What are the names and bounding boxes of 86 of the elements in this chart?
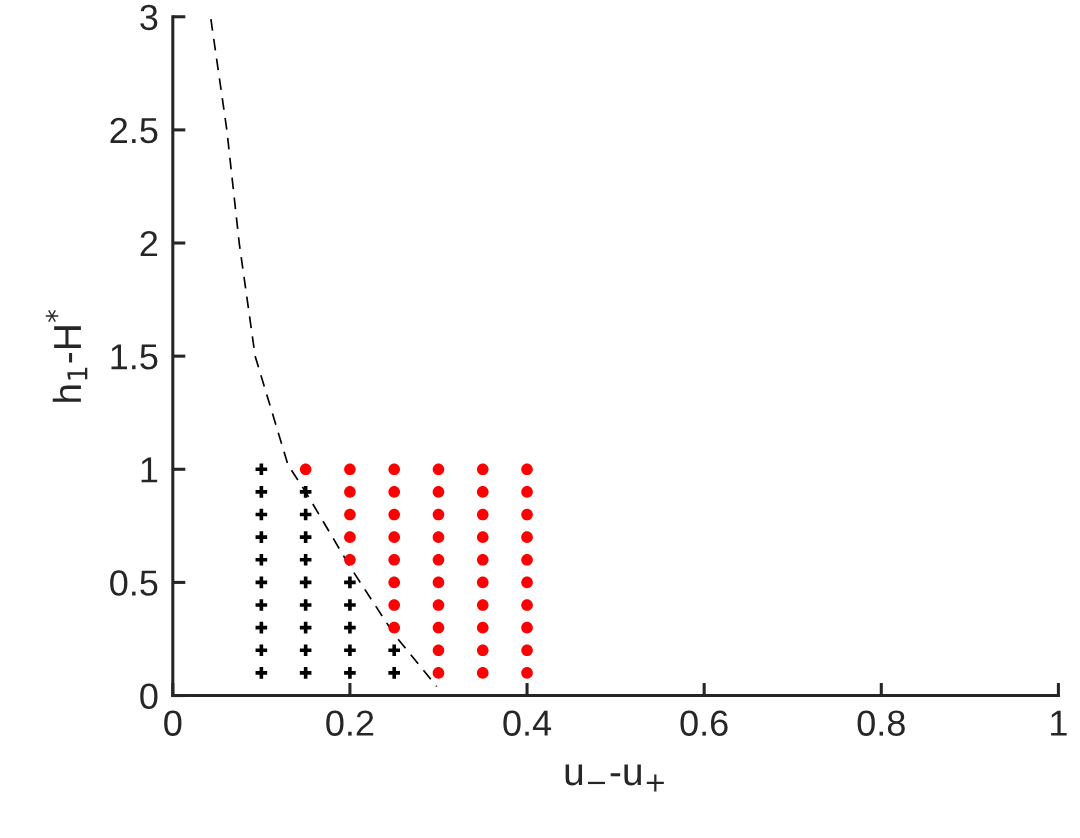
y-tick-label: 3: [140, 4, 158, 31]
point: [298, 574, 314, 591]
y-tick-label: 0.5: [110, 570, 158, 596]
point: [253, 506, 269, 523]
x-tick-label: 0.4: [503, 710, 552, 736]
point: [476, 644, 489, 657]
y-tick-label: 2.5: [110, 117, 158, 144]
point: [476, 621, 489, 634]
point: [298, 552, 314, 568]
point: [521, 621, 533, 634]
point: [386, 665, 402, 681]
x-tick-label: 0.6: [680, 710, 728, 736]
point: [432, 621, 445, 634]
point: [432, 531, 445, 543]
point: [388, 463, 401, 476]
point: [432, 644, 445, 657]
point: [344, 508, 356, 521]
point: [253, 552, 269, 568]
point: [253, 620, 269, 636]
x-tick-label: 0.2: [326, 710, 374, 736]
point: [253, 461, 269, 477]
x-tick-label: 0.8: [857, 710, 905, 736]
point: [253, 574, 269, 591]
point: [253, 642, 269, 658]
point: [432, 508, 445, 521]
y-tick-label: 0: [140, 683, 158, 709]
point: [298, 597, 314, 613]
line-series: [210, 18, 438, 688]
point: [521, 667, 533, 679]
point: [521, 576, 533, 589]
point: [342, 620, 358, 636]
point: [521, 463, 533, 476]
point: [432, 576, 445, 589]
point: [388, 486, 401, 498]
point: [476, 531, 489, 543]
point: [521, 486, 533, 498]
x-tick-label: 0: [164, 710, 182, 736]
point: [432, 667, 445, 679]
point: [344, 531, 356, 543]
point: [521, 508, 533, 521]
point: [253, 484, 269, 500]
point: [388, 576, 401, 589]
point: [298, 529, 314, 545]
point: [253, 529, 269, 545]
point: [476, 508, 489, 521]
point: [521, 644, 533, 657]
y-axis-title: h$_{1}$-H$^{*}$: [45, 309, 88, 402]
point: [344, 553, 356, 566]
point: [388, 508, 401, 521]
y-tick-label: 2: [140, 230, 158, 257]
point: [344, 463, 356, 476]
point: [521, 599, 533, 611]
point: [476, 486, 489, 498]
point: [388, 621, 401, 634]
point: [386, 642, 402, 658]
point: [476, 463, 489, 476]
point: [344, 486, 356, 498]
point: [298, 642, 314, 658]
point: [298, 665, 314, 681]
y-tick-label: 1: [141, 457, 158, 483]
point: [342, 574, 358, 591]
point: [342, 665, 358, 681]
point: [253, 665, 269, 681]
point: [521, 553, 533, 566]
point: [432, 486, 445, 498]
point: [299, 463, 312, 476]
point: [432, 599, 445, 611]
point: [298, 506, 314, 523]
y-tick-label: 1.5: [111, 344, 158, 370]
point: [476, 553, 489, 566]
point: [432, 463, 445, 476]
point: [298, 484, 314, 500]
point: [342, 597, 358, 613]
point: [476, 599, 489, 611]
point: [388, 599, 401, 611]
point: [298, 620, 314, 636]
point: [342, 642, 358, 658]
point: [521, 531, 533, 543]
x-tick-label: 1: [1051, 710, 1067, 736]
point: [388, 531, 401, 543]
point: [476, 667, 489, 679]
point: [476, 576, 489, 589]
point: [432, 553, 445, 566]
point: [388, 553, 401, 566]
x-axis-title: u$_{−}$-u$_{+}$: [565, 764, 664, 792]
point: [253, 597, 269, 613]
